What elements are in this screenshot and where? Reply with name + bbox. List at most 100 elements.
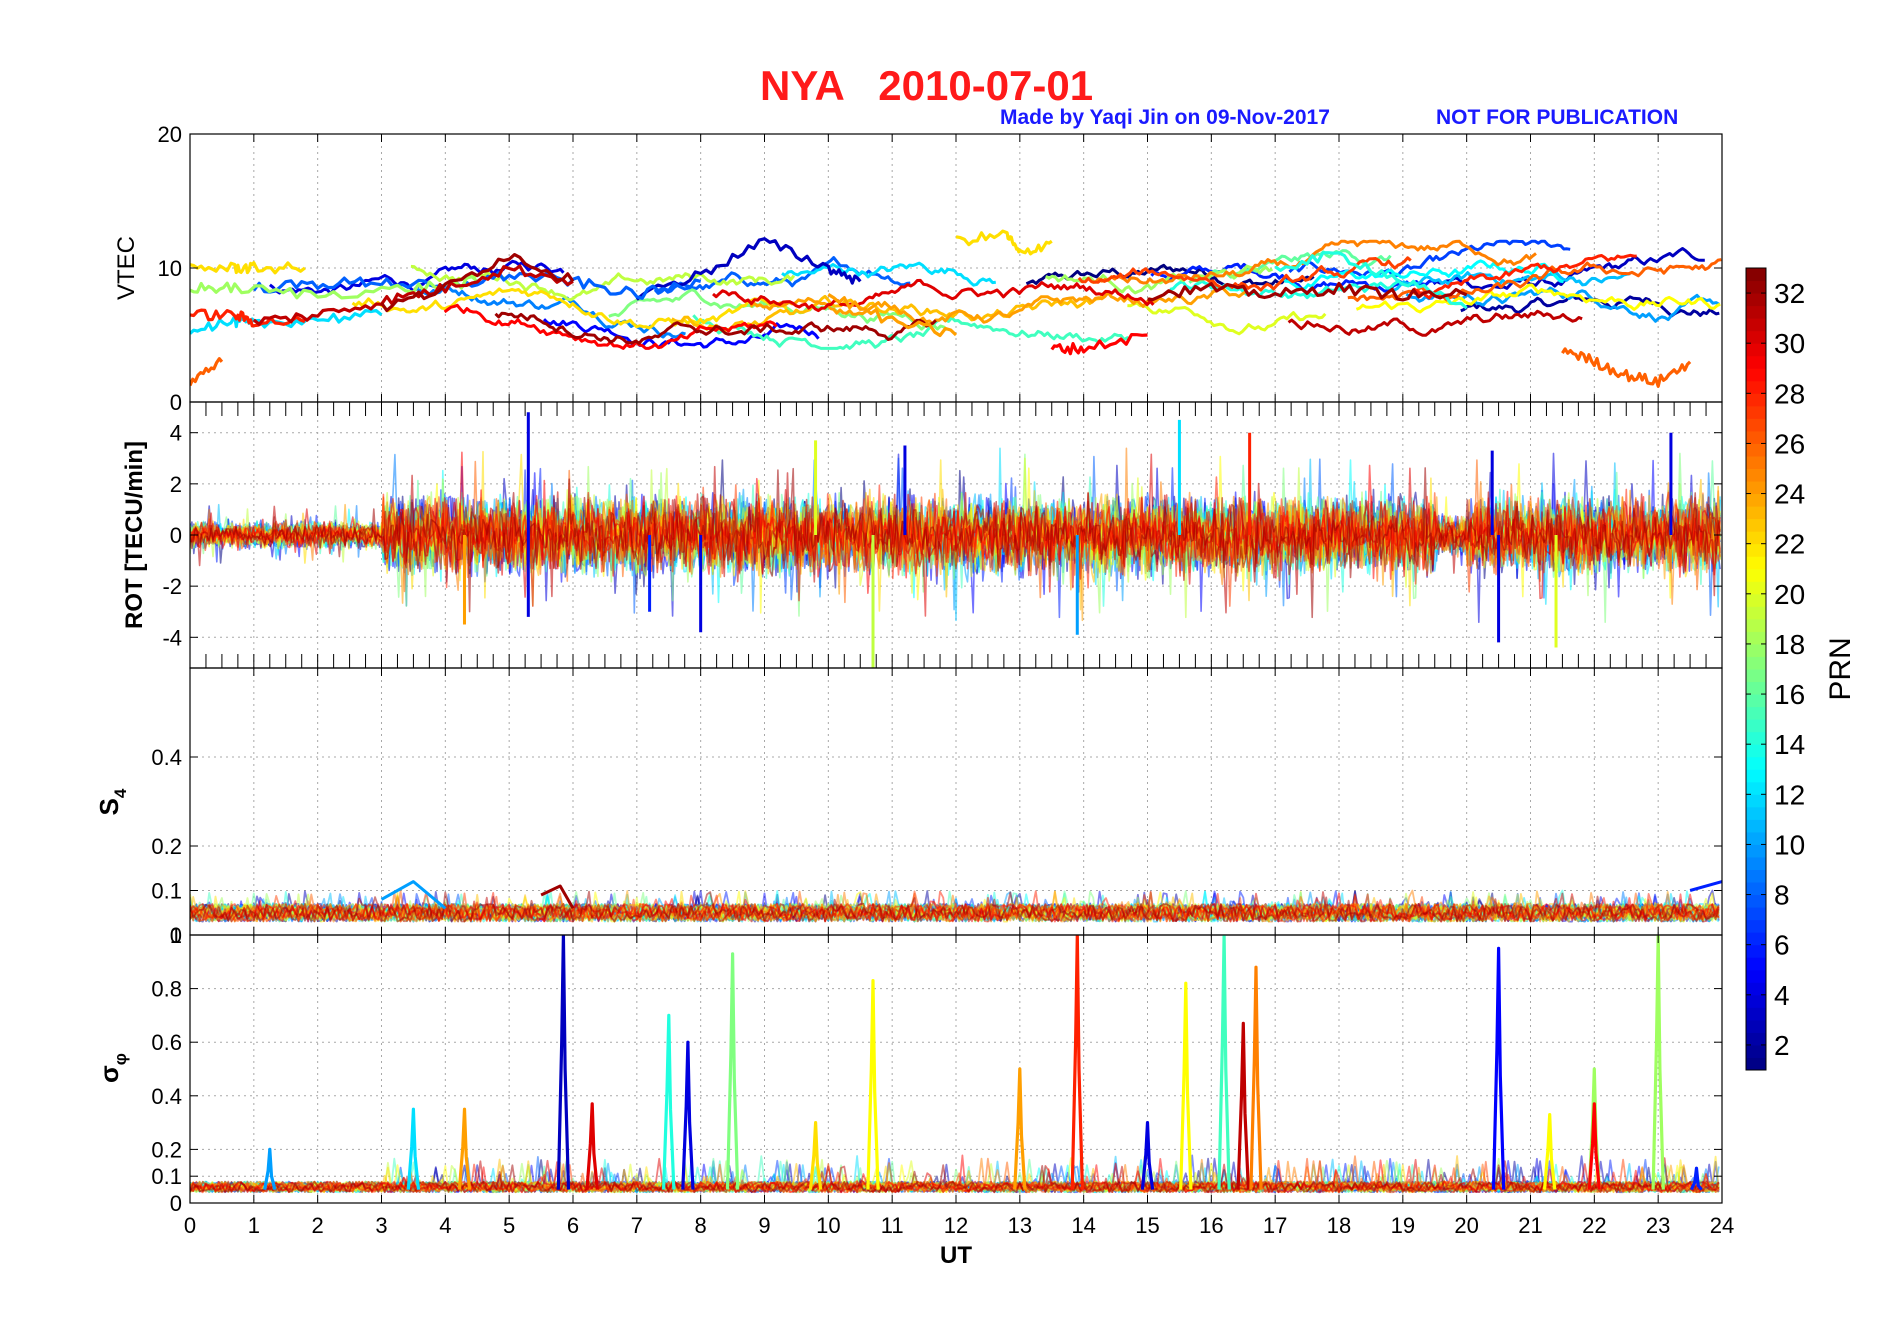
colorbar-tick-label: 20: [1774, 579, 1805, 610]
xtick-label: 20: [1454, 1213, 1478, 1238]
sigphi-peak-18: [1542, 1112, 1557, 1190]
vtec-series-9: [1561, 347, 1692, 388]
xticks-vtec: [189, 134, 1723, 402]
vtec-track-prn-26: [1347, 258, 1722, 302]
colorbar-segment: [1746, 957, 1766, 971]
xtick-label: 16: [1199, 1213, 1223, 1238]
colorbar-segment: [1746, 994, 1766, 1008]
colorbar-segment: [1746, 455, 1766, 469]
sigphi-peak-1: [406, 1107, 421, 1190]
xtick-label: 1: [248, 1213, 260, 1238]
xtick-label: 5: [503, 1213, 515, 1238]
colorbar-segment: [1746, 656, 1766, 670]
sigphi-peak-7: [725, 952, 740, 1190]
xtick-label: 3: [375, 1213, 387, 1238]
colorbar-segment: [1746, 1007, 1766, 1021]
colorbar-segment: [1746, 932, 1766, 946]
rot-series-prn-32: [190, 467, 1721, 619]
colorbar-segment: [1746, 318, 1766, 332]
vtec-series-1: [252, 270, 702, 300]
colorbar-segment: [1746, 430, 1766, 444]
xtick-label: 21: [1518, 1213, 1542, 1238]
colorbar-tick-label: 14: [1774, 729, 1805, 760]
colorbar-segment: [1746, 831, 1766, 845]
ytick-label-sigphi: 0.2: [151, 1137, 182, 1162]
colorbar-segment: [1746, 919, 1766, 933]
colorbar-segment: [1746, 1057, 1766, 1071]
colorbar-segment: [1746, 543, 1766, 557]
xtick-label: 17: [1263, 1213, 1287, 1238]
xticks-sigphi: [189, 935, 1723, 1203]
sigphi-peak-4: [585, 1102, 599, 1190]
grid-s4: [190, 668, 1722, 935]
colorbar-tick-label: 30: [1774, 328, 1805, 359]
notice-text: NOT FOR PUBLICATION: [1436, 106, 1679, 129]
ytick-label-sigphi: 1: [170, 923, 182, 948]
sigphi-peak-17: [1491, 946, 1506, 1190]
colorbar-label: PRN: [1824, 637, 1857, 700]
vtec-series-5: [190, 261, 306, 275]
colorbar-tick-label: 16: [1774, 679, 1805, 710]
vtec-series-4: [190, 275, 479, 300]
ytick-label-s4: 0.4: [151, 745, 182, 770]
ytick-label-sigphi: 0.8: [151, 977, 182, 1002]
xtick-label: 6: [567, 1213, 579, 1238]
colorbar-segment: [1746, 1044, 1766, 1058]
vtec-track-prn-7: [1288, 239, 1571, 278]
ytick-label-vtec: 0: [170, 390, 182, 415]
colorbar-segment: [1746, 1032, 1766, 1046]
ytick-label-rot: 2: [170, 472, 182, 497]
sigphi-peak-13: [1179, 981, 1193, 1190]
vtec-series-13: [380, 253, 575, 313]
colorbar-segment: [1746, 844, 1766, 858]
xtick-label: 18: [1327, 1213, 1351, 1238]
colorbar-segment: [1746, 305, 1766, 319]
vtec-track-prn-25: [1092, 239, 1537, 285]
xtick-label: 13: [1008, 1213, 1032, 1238]
colorbar-segment: [1746, 819, 1766, 833]
colorbar-segment: [1746, 894, 1766, 908]
sigphi-peak-12: [1140, 1120, 1155, 1190]
ylabel-sigphi: σφ: [94, 1053, 130, 1083]
ytick-label-rot: -4: [162, 625, 182, 650]
ytick-label-sigphi: 0.6: [151, 1030, 182, 1055]
ytick-label-s4: 0: [170, 923, 182, 948]
panel-vtec: 0 10 20 VTEC: [113, 122, 1723, 415]
xtick-label: 8: [695, 1213, 707, 1238]
sigphi-peak-9: [866, 978, 880, 1190]
colorbar-segment: [1746, 393, 1766, 407]
ytick-label-rot: 4: [170, 421, 182, 446]
colorbar-tick-label: 12: [1774, 779, 1805, 810]
colorbar-segment: [1746, 343, 1766, 357]
colorbar-segment: [1746, 769, 1766, 783]
colorbar-segment: [1746, 756, 1766, 770]
colorbar-segment: [1746, 781, 1766, 795]
ytick-label-rot: -2: [162, 574, 182, 599]
colorbar-segment: [1746, 531, 1766, 545]
vtec-track-prn-20: [1127, 301, 1327, 336]
colorbar-segment: [1746, 706, 1766, 720]
colorbar-tick-label: 24: [1774, 479, 1805, 510]
credit-text: Made by Yaqi Jin on 09-Nov-2017: [1000, 106, 1330, 129]
xtick-label: 22: [1582, 1213, 1606, 1238]
xtick-label: 14: [1071, 1213, 1095, 1238]
xtick-label: 12: [944, 1213, 968, 1238]
xticks-rot: [189, 402, 1723, 668]
vtec-series-7: [827, 293, 958, 338]
ylabel-s4: S4: [94, 788, 130, 815]
colorbar-tick-label: 2: [1774, 1030, 1790, 1061]
vtec-track-prn-31: [1287, 309, 1583, 337]
panel-s4: 0 0.1 0.2 0.4 S4: [94, 667, 1723, 948]
colorbar-tick-label: 18: [1774, 629, 1805, 660]
xtick-label: 7: [631, 1213, 643, 1238]
colorbar-segment: [1746, 293, 1766, 307]
colorbar-tick-label: 28: [1774, 378, 1805, 409]
colorbar-segment: [1746, 719, 1766, 733]
colorbar-segment: [1746, 618, 1766, 632]
sigphi-peak-16: [1249, 965, 1263, 1190]
s4-highlight-1: [540, 884, 575, 910]
colorbar-segment: [1746, 681, 1766, 695]
data-s4: [190, 880, 1722, 923]
colorbar-segment: [1746, 268, 1766, 282]
